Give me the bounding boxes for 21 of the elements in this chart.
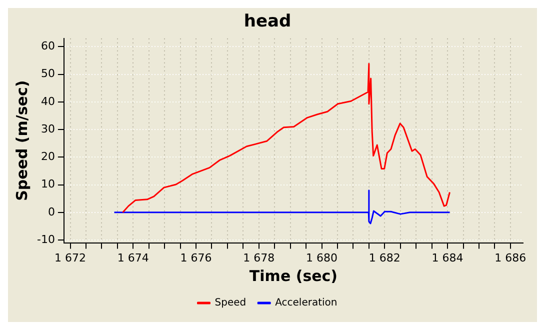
x-tick-label: 1 674 [117,251,149,264]
x-tick-label: 1 672 [54,251,86,264]
y-tick-label: 10 [40,178,55,191]
y-tick-label: 40 [40,94,55,108]
x-tick-label: 1 682 [368,251,400,264]
legend-label: Speed [214,298,246,309]
chart-title: head [244,12,292,32]
y-tick-label: 0 [48,205,55,218]
y-axis-title: Speed (m/sec) [12,80,31,201]
x-tick-label: 1 678 [243,251,275,264]
y-tick-label: 20 [40,150,55,164]
x-tick-label: 1 684 [432,251,464,264]
legend-label: Acceleration [275,298,338,309]
y-tick-label: 50 [40,67,55,80]
y-tick-label: 60 [40,40,55,53]
y-tick-label: -10 [37,232,55,246]
x-tick-label: 1 686 [494,251,526,264]
x-axis-title: Time (sec) [249,266,338,285]
x-tick-label: 1 680 [306,251,338,264]
y-tick-label: 30 [40,122,55,136]
x-tick-label: 1 676 [180,251,212,264]
